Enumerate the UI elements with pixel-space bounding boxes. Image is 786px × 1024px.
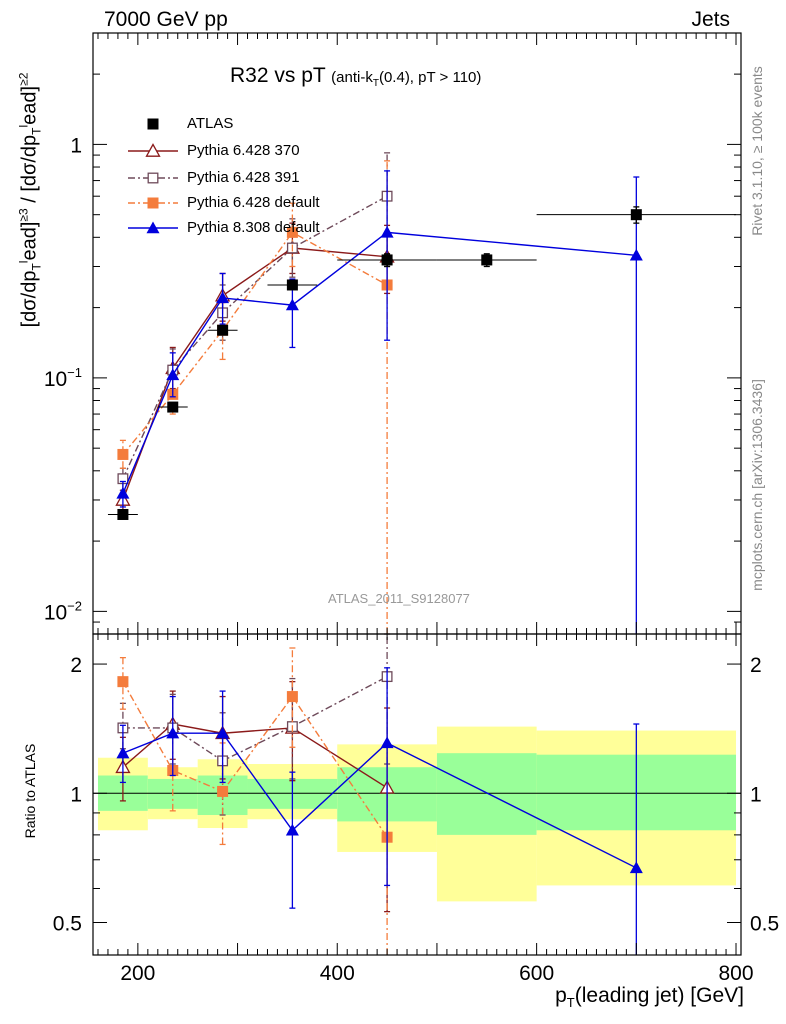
main-pythia-6-428-default-line <box>122 231 388 455</box>
main-pythia-8-308-default-point <box>166 368 180 381</box>
legend-label-p6-391: Pythia 6.428 391 <box>187 169 300 186</box>
main-atlas-point <box>117 508 129 520</box>
main-pythia-8-308-default-point <box>216 291 230 304</box>
ratio-pythia-8-308-default-point <box>116 746 130 759</box>
legend-marker <box>145 143 161 157</box>
ratio-pythia-6-428-default-point <box>286 691 298 703</box>
band-inner <box>436 753 537 835</box>
legend-label-p6-370: Pythia 6.428 370 <box>187 142 300 159</box>
legend-markers <box>128 118 178 234</box>
main-pythia-6-428-default-point <box>286 226 298 238</box>
ratio-y-tick-label: 2 <box>70 654 82 677</box>
x-tick-label: 400 <box>320 962 355 985</box>
main-pythia-8-308-default-line <box>122 231 637 494</box>
main-pythia-8-308-default-point <box>285 298 299 311</box>
mcplots-label: mcplots.cern.ch [arXiv:1306.3436] <box>749 379 765 591</box>
ratio-pythia-8-308-default-point <box>285 823 299 836</box>
header-right: Jets <box>691 8 730 31</box>
main-y-axis-label: [dσ/dpTlead]≥3 / [dσ/dpTlead]≥2 <box>16 72 44 328</box>
legend-label-p8-default: Pythia 8.308 default <box>187 219 320 236</box>
x-tick-label: 800 <box>718 962 753 985</box>
main-pythia-6-428-391-line <box>122 195 388 479</box>
analysis-watermark: ATLAS_2011_S9128077 <box>328 591 470 606</box>
ratio-pythia-6-428-default-point <box>217 785 229 797</box>
rivet-version-label: Rivet 3.1.10, ≥ 100k events <box>749 66 765 236</box>
ratio-pythia-8-308-default-point <box>166 726 180 739</box>
ratio-pythia-8-308-default-point <box>629 861 643 874</box>
main-y-tick-label: 10−2 <box>44 598 82 624</box>
ratio-panel-series <box>115 633 643 955</box>
ratio-pythia-8-308-default-point <box>216 726 230 739</box>
main-y-tick-label: 1 <box>70 134 82 157</box>
x-tick-label: 200 <box>120 962 155 985</box>
main-pythia-8-308-default-point <box>380 225 394 238</box>
ratio-y-axis-label: Ratio to ATLAS <box>22 743 38 839</box>
ratio-pythia-8-308-default-line <box>122 732 637 869</box>
ratio-y-tick-label-right: 0.5 <box>750 912 779 935</box>
main-atlas-point <box>481 254 493 266</box>
ratio-y-tick-label-right: 1 <box>750 783 762 806</box>
ratio-pythia-8-308-default-point <box>380 736 394 749</box>
main-atlas-point <box>217 324 229 336</box>
ratio-y-tick-label-right: 2 <box>750 654 762 677</box>
ratio-pythia-6-428-default-point <box>117 676 129 688</box>
legend-marker <box>146 221 160 234</box>
main-atlas-point <box>286 279 298 291</box>
legend-label-p6-default: Pythia 6.428 default <box>187 194 320 211</box>
legend-marker <box>147 172 159 184</box>
main-pythia-8-308-default-point <box>116 486 130 499</box>
main-atlas-point <box>630 209 642 221</box>
axis-ticks <box>93 32 741 955</box>
ratio-uncertainty-bands <box>93 726 741 902</box>
header-left: 7000 GeV pp <box>104 8 228 31</box>
legend-label-atlas: ATLAS <box>187 115 234 132</box>
chart-title: R32 vs pT (anti-kT(0.4), pT > 110) <box>230 64 481 89</box>
chart-subtitle: (anti-kT(0.4), pT > 110) <box>331 69 482 89</box>
main-pythia-6-428-default-point <box>117 448 129 460</box>
ratio-y-tick-label: 1 <box>70 783 82 806</box>
main-atlas-point <box>381 254 393 266</box>
chart-title-main: R32 vs pT <box>230 64 326 87</box>
main-atlas-point <box>167 401 179 413</box>
legend-marker <box>147 118 159 130</box>
legend-marker <box>147 197 159 209</box>
x-axis-label: pT(leading jet) [GeV] <box>555 984 744 1011</box>
main-panel-series <box>107 152 737 634</box>
main-pythia-8-308-default-point <box>629 248 643 261</box>
tick-labels: 10−2 10−1 1 0.5 0.5 1 1 2 2 200 400 600 800 <box>44 134 779 985</box>
x-tick-label: 600 <box>519 962 554 985</box>
ratio-y-tick-label: 0.5 <box>53 912 82 935</box>
main-y-tick-label: 10−1 <box>44 365 82 391</box>
